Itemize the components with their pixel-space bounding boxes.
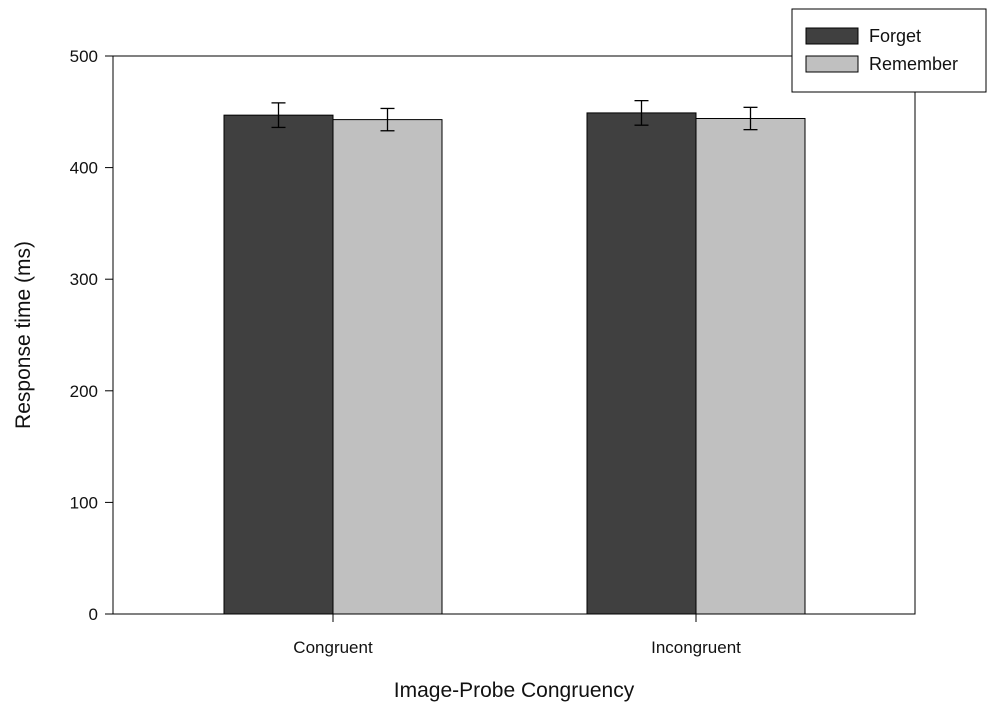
error-bar-forget-incongruent xyxy=(634,99,649,126)
legend-label-forget: Forget xyxy=(869,26,921,46)
error-bar-remember-congruent xyxy=(380,107,395,132)
y-tick-label: 500 xyxy=(70,47,98,66)
bar-remember-incongruent xyxy=(695,117,806,615)
error-bar-remember-incongruent xyxy=(743,106,758,131)
legend-label-remember: Remember xyxy=(869,54,958,74)
legend: Forget Remember xyxy=(791,8,987,93)
x-tick-label: Incongruent xyxy=(651,638,741,657)
y-tick-label: 400 xyxy=(70,159,98,178)
legend-frame xyxy=(791,8,987,93)
y-tick-label: 200 xyxy=(70,382,98,401)
x-tick-label: Congruent xyxy=(293,638,373,657)
error-bars-group xyxy=(271,99,758,132)
plot-area xyxy=(112,55,916,615)
bars-group xyxy=(223,112,806,615)
bar-forget-incongruent xyxy=(586,112,697,615)
x-axis: Congruent Incongruent xyxy=(293,614,741,657)
y-axis-title: Response time (ms) xyxy=(12,241,35,429)
plot-frame xyxy=(112,55,916,615)
error-bar-forget-congruent xyxy=(271,102,286,129)
legend-swatch-remember xyxy=(805,55,859,73)
y-tick-label: 0 xyxy=(89,605,98,624)
y-axis: 0 100 200 300 400 500 xyxy=(70,47,113,624)
x-axis-title: Image-Probe Congruency xyxy=(394,679,635,702)
y-tick-label: 300 xyxy=(70,270,98,289)
bar-forget-congruent xyxy=(223,114,334,615)
y-tick-label: 100 xyxy=(70,493,98,512)
bar-remember-congruent xyxy=(332,119,443,615)
legend-swatch-forget xyxy=(805,27,859,45)
